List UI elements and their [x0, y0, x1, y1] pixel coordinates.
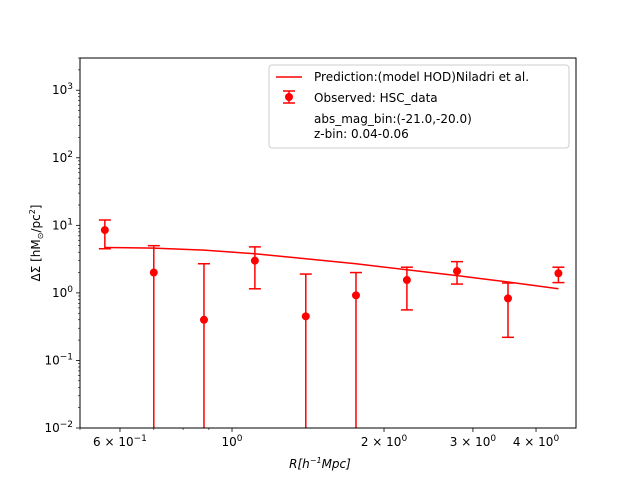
data-point — [554, 269, 563, 278]
y-tick-label: 100 — [52, 285, 73, 300]
data-point — [199, 315, 208, 324]
legend-errorbar-swatch — [283, 90, 295, 104]
x-tick-label: 4 × 100 — [513, 434, 560, 449]
data-point — [453, 267, 462, 276]
data-point — [250, 256, 259, 265]
legend-entry-prediction: Prediction:(model HOD)Niladri et al. — [314, 70, 529, 84]
legend-annotation-mag-bin: abs_mag_bin:(-21.0,-20.0) — [314, 112, 472, 126]
data-point — [149, 268, 158, 277]
legend-box — [268, 64, 570, 149]
axes-frame — [79, 57, 577, 429]
legend-entry-observed: Observed: HSC_data — [314, 91, 438, 105]
plot-area — [98, 219, 565, 428]
y-tick-label: 10−1 — [44, 352, 73, 367]
data-point — [301, 312, 310, 321]
data-point — [503, 294, 512, 303]
x-tick-label: 100 — [221, 434, 242, 449]
y-axis-label: ΔΣ [hM⊙/pc2] — [28, 205, 45, 282]
data-point — [100, 226, 109, 235]
prediction-line — [104, 246, 559, 290]
x-tick-label: 2 × 100 — [361, 434, 408, 449]
y-tick-label: 101 — [52, 217, 73, 232]
x-tick-label: 3 × 100 — [450, 434, 497, 449]
legend-annotation-z-bin: z-bin: 0.04-0.06 — [314, 127, 409, 141]
data-point — [402, 276, 411, 285]
y-tick-label: 103 — [52, 82, 73, 97]
x-tick-label: 6 × 10−1 — [93, 434, 147, 449]
legend: Prediction:(model HOD)Niladri et al. Obs… — [268, 64, 570, 149]
y-tick-label: 102 — [52, 150, 73, 165]
y-tick-label: 10−2 — [44, 420, 73, 435]
data-point — [351, 291, 360, 300]
x-axis-label: R[h−1Mpc] — [289, 456, 351, 471]
axis-ticks: 6 × 10−1 100 2 × 100 3 × 100 4 × 100 10−2 10−1… — [44, 57, 560, 449]
